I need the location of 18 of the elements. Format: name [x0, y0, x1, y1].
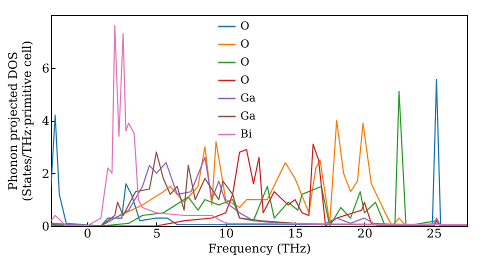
legend-label: O: [240, 56, 250, 68]
legend-label: O: [240, 38, 250, 50]
legend-label: Ga: [240, 110, 256, 122]
x-axis-title: Frequency (THz): [208, 242, 311, 256]
legend-label: O: [240, 74, 250, 86]
y-tick-label: 4: [42, 114, 50, 128]
x-tick-label: 20: [357, 226, 373, 240]
x-tick-label: 0: [84, 226, 92, 240]
legend-label: Ga: [240, 92, 256, 104]
x-tick-label: 25: [426, 226, 442, 240]
x-tick-label: 5: [153, 226, 161, 240]
y-tick-label: 6: [42, 61, 50, 76]
y-tick-label: 2: [42, 166, 50, 181]
legend-label: Bi: [240, 128, 252, 140]
legend-label: O: [240, 20, 250, 32]
y-axis-title: Phonon projected DOS (States/THz·primitive cell): [6, 40, 34, 202]
x-tick-label: 10: [218, 226, 234, 240]
x-tick-label: 15: [288, 226, 304, 240]
